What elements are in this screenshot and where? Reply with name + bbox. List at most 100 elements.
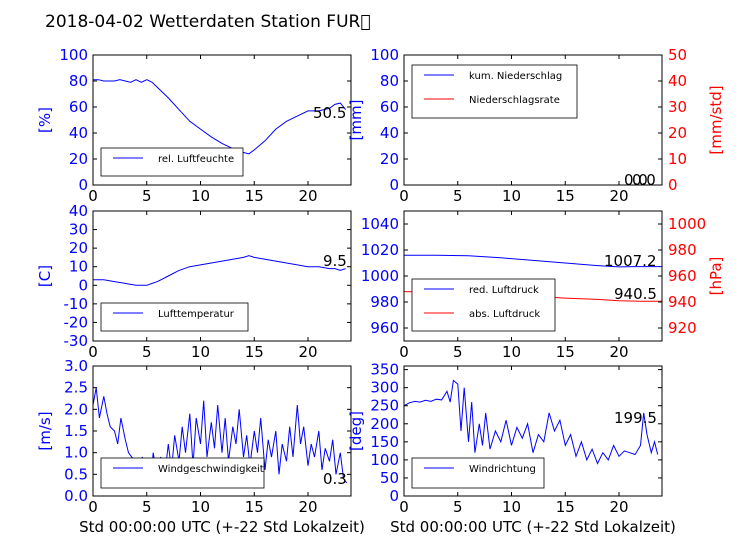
- legend-box: [100, 147, 244, 177]
- x-tick-label: 5: [142, 343, 152, 361]
- y-tick-label-right: 20: [668, 124, 687, 142]
- x-tick-label: 0: [399, 187, 409, 205]
- y-tick-label: -20: [64, 313, 89, 331]
- y-tick-label: 20: [380, 150, 399, 168]
- x-tick-label: 15: [556, 498, 575, 516]
- y-tick-label: 0: [78, 176, 88, 194]
- current-value-label: 50.5: [313, 104, 346, 122]
- y-tick-label: 1.5: [64, 422, 88, 440]
- legend-entry-1: Windrichtung: [469, 464, 536, 475]
- legend-entry-1: rel. Luftfeuchte: [158, 154, 234, 165]
- y-tick-label: 60: [380, 98, 399, 116]
- legend-entry-1: red. Luftdruck: [469, 285, 539, 296]
- x-tick-label: 5: [453, 187, 463, 205]
- y-tick-label-right: 40: [668, 72, 687, 90]
- x-tick-label: 20: [609, 498, 628, 516]
- subplot-3: 0 5 10 15 20-30-20-10010203040[C]Lufttempera…: [36, 202, 352, 361]
- y-tick-label: 60: [69, 98, 88, 116]
- legend-entry-1: kum. Niederschlag: [469, 71, 562, 82]
- y-tick-label: 0.0: [64, 487, 88, 505]
- y-tick-label: 20: [69, 239, 88, 257]
- y-tick-label: -30: [64, 332, 89, 350]
- x-tick-label: 20: [298, 343, 317, 361]
- x-tick-label: 5: [142, 498, 152, 516]
- y-tick-label: 20: [69, 150, 88, 168]
- series-group: [93, 255, 346, 286]
- legend-entry-1: Lufttemperatur: [158, 309, 235, 320]
- y-tick-label: 960: [370, 319, 399, 337]
- series-line-1: [93, 255, 346, 286]
- x-tick-label: 20: [609, 343, 628, 361]
- subplot-6: 0 5 10 15 20050100150200250300350[deg]Windri…: [347, 361, 663, 516]
- series-line-1: [404, 379, 659, 465]
- current-value-label: 9.5: [323, 252, 347, 270]
- y-tick-label: 30: [69, 221, 88, 239]
- figure-title: 2018-04-02 Wetterdaten Station FUR : [45, 12, 371, 32]
- y-tick-label: 200: [370, 415, 399, 433]
- x-tick-label: 10: [502, 498, 521, 516]
- current-value-label-right: 0.0: [632, 171, 656, 189]
- x-axis-label-left: Std 00:00:00 UTC (+-22 Std Lokalzeit): [79, 518, 365, 536]
- y-axis-label: [C]: [36, 265, 54, 287]
- x-tick-label: 15: [556, 187, 575, 205]
- y-tick-label: 1.0: [64, 444, 88, 462]
- y-tick-label: 2.0: [64, 400, 88, 418]
- y-tick-label: 1000: [361, 267, 399, 285]
- x-tick-label: 0: [88, 187, 98, 205]
- x-axis-label-right: Std 00:00:00 UTC (+-22 Std Lokalzeit): [390, 518, 676, 536]
- y-axis-label-right: [hPa]: [707, 257, 725, 296]
- y-axis-label: [%]: [36, 107, 54, 133]
- x-tick-label: 0: [399, 343, 409, 361]
- subplot-1: 0 5 10 15 20 0 20 40 60 80 100 [%] rel. Luftfeuchte 5…: [36, 46, 352, 205]
- axes-frame: [92, 210, 352, 342]
- y-tick-label: 40: [69, 202, 88, 220]
- x-tick-label: 10: [191, 187, 210, 205]
- series-line-1: [93, 79, 346, 155]
- y-tick-label: 0: [389, 487, 399, 505]
- x-tick-label: 15: [245, 187, 264, 205]
- y-axis-label: [m/s]: [36, 411, 54, 450]
- y-tick-label-right: 10: [668, 150, 687, 168]
- x-tick-label: 0: [88, 498, 98, 516]
- x-tick-label: 10: [502, 343, 521, 361]
- y-tick-label: 350: [370, 361, 399, 379]
- legend-entry-2: Niederschlagsrate: [469, 95, 560, 106]
- x-tick-label: 10: [191, 343, 210, 361]
- y-tick-label-right: 960: [668, 267, 697, 285]
- y-tick-label: 3.0: [64, 357, 88, 375]
- y-tick-label: 50: [380, 469, 399, 487]
- current-value-label: 0.0: [624, 171, 648, 189]
- y-tick-label-right: 920: [668, 319, 697, 337]
- axes-frame: [403, 54, 663, 186]
- y-axis-label-right: [mm/std]: [707, 85, 725, 154]
- axes-frame: [92, 54, 352, 186]
- legend-box: [100, 302, 249, 332]
- subplot-2: 0 5 10 15 20 0 20 40 60 80 100 0 10 20 30 40 50 [mm] [mm/s…: [347, 46, 725, 205]
- current-value-label-right: 940.5: [614, 285, 657, 303]
- x-tick-label: 10: [502, 187, 521, 205]
- y-tick-label: 80: [69, 72, 88, 90]
- series-group: [404, 379, 659, 465]
- y-axis-label: [deg]: [347, 411, 365, 451]
- subplot-5: 0 5 10 15 20 0.0 0.5 1.0 1.5 2.0 2.5 3.0 [m/s] Windge…: [36, 357, 352, 516]
- x-tick-label: 5: [453, 498, 463, 516]
- y-tick-label-right: 0: [668, 176, 678, 194]
- y-tick-label: 1020: [361, 241, 399, 259]
- x-tick-label: 0: [88, 343, 98, 361]
- subplot-4: 0 5 10 15 20 960 980 1000 1020 1040 920 940 960 980 10…: [361, 210, 725, 361]
- legend-box: [411, 64, 578, 119]
- axes-frame: [403, 365, 663, 497]
- x-tick-label: 0: [399, 498, 409, 516]
- y-tick-label: -10: [64, 295, 89, 313]
- y-tick-label-right: 50: [668, 46, 687, 64]
- x-tick-label: 20: [298, 498, 317, 516]
- legend-entry-2: abs. Luftdruck: [469, 309, 540, 320]
- y-tick-label: 10: [69, 258, 88, 276]
- y-tick-label: 40: [380, 124, 399, 142]
- x-tick-label: 5: [453, 343, 463, 361]
- series-line-1: [404, 254, 662, 268]
- y-tick-label-right: 980: [668, 241, 697, 259]
- x-tick-label: 15: [556, 343, 575, 361]
- y-tick-label: 150: [370, 433, 399, 451]
